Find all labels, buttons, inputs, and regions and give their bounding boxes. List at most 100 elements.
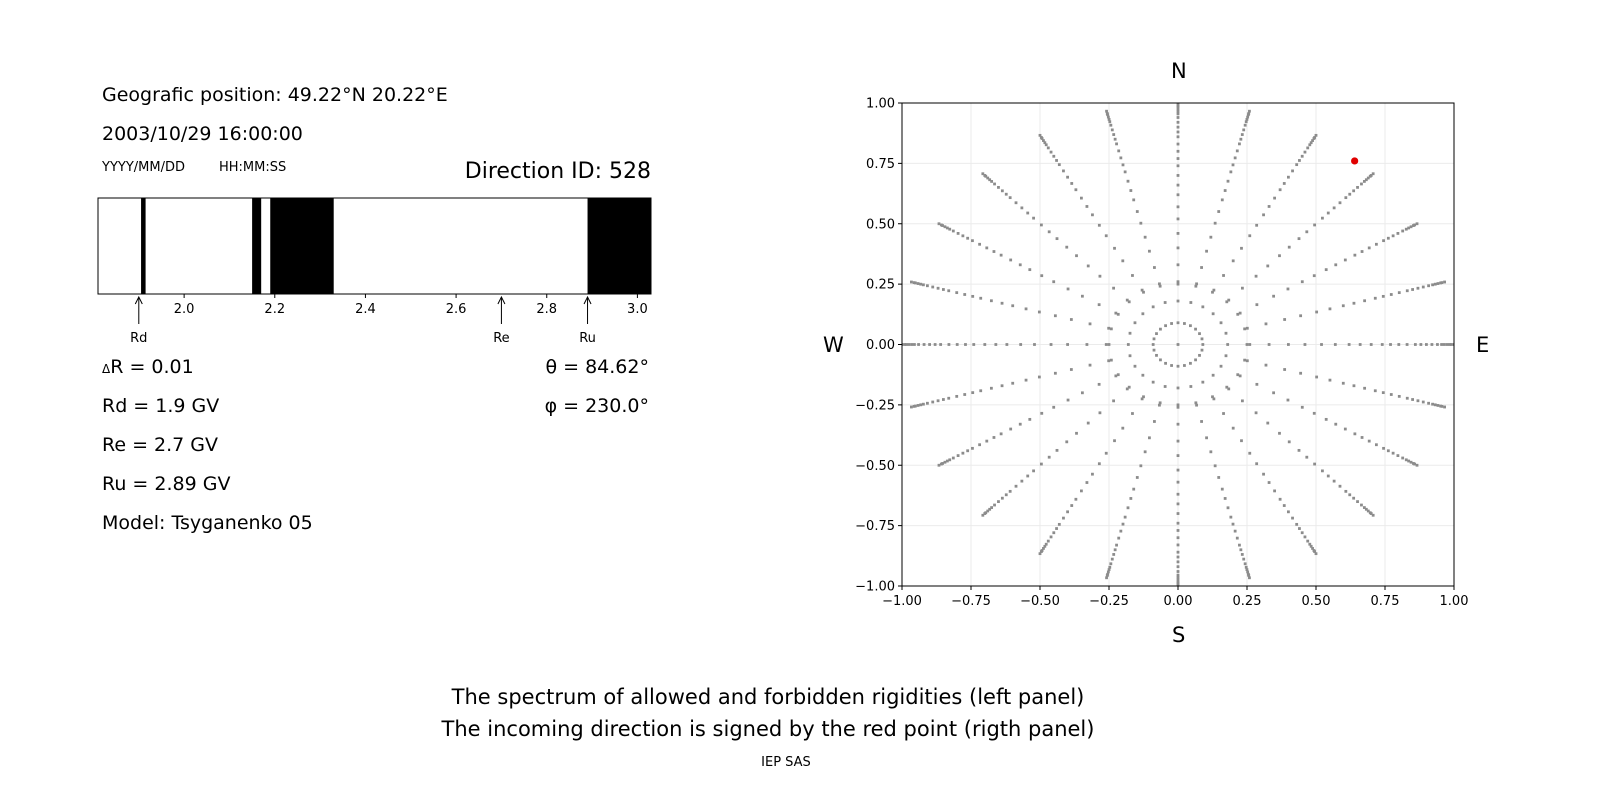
grid-point-az330-r25 bbox=[1038, 133, 1042, 137]
grid-point-az105-r12 bbox=[1381, 391, 1385, 395]
grid-point-az345-r4 bbox=[1148, 249, 1151, 253]
grid-point-az315-r18 bbox=[997, 185, 1000, 189]
grid-point-az345-r13 bbox=[1119, 156, 1123, 160]
grid-point-az90-r25 bbox=[1452, 343, 1454, 346]
x-tick-label-4: 0.00 bbox=[1164, 594, 1193, 609]
grid-point-az345-r14 bbox=[1117, 149, 1121, 153]
y-tick-label-5: 0.25 bbox=[866, 278, 895, 293]
grid-point-az180-r2 bbox=[1176, 405, 1180, 409]
grid-point-az225-r13 bbox=[1020, 479, 1024, 483]
grid-point-az300-r8 bbox=[1028, 268, 1032, 272]
grid-point-az330-r8 bbox=[1091, 213, 1094, 217]
grid-point-az60-r12 bbox=[1360, 250, 1364, 253]
inner-circle-point-19 bbox=[1109, 327, 1113, 331]
grid-point-az15-r11 bbox=[1229, 170, 1233, 174]
grid-point-az225-r16 bbox=[1004, 493, 1008, 497]
grid-point-az300-r5 bbox=[1066, 287, 1070, 291]
grid-point-az210-r19 bbox=[1046, 539, 1050, 543]
grid-point-az120-r11 bbox=[1353, 432, 1357, 436]
grid-point-az60-r1 bbox=[1219, 321, 1223, 325]
grid-point-az150-r13 bbox=[1287, 510, 1290, 514]
grid-point-az75-r3 bbox=[1264, 322, 1268, 326]
grid-point-az330-r0 bbox=[1164, 324, 1167, 328]
grid-point-az285-r11 bbox=[979, 296, 983, 300]
grid-point-az135-r21 bbox=[1364, 507, 1368, 511]
grid-point-az195-r4 bbox=[1148, 436, 1151, 440]
grid-point-az300-r10 bbox=[1009, 258, 1013, 262]
inner-circle-point-17 bbox=[1109, 358, 1113, 362]
grid-point-az240-r19 bbox=[951, 456, 955, 460]
grid-point-az345-r25 bbox=[1105, 109, 1108, 113]
x-tick-label-2: −0.50 bbox=[1020, 594, 1060, 609]
delta-r-value: ΔR = 0.01 bbox=[102, 356, 194, 378]
grid-point-az180-r14 bbox=[1176, 543, 1180, 547]
grid-point-az300-r4 bbox=[1080, 294, 1084, 298]
grid-point-az315-r1 bbox=[1141, 312, 1145, 316]
grid-point-az60-r9 bbox=[1334, 263, 1338, 267]
grid-point-az150-r0 bbox=[1189, 361, 1192, 365]
grid-point-az45-r19 bbox=[1360, 182, 1363, 186]
grid-point-az195-r15 bbox=[1115, 543, 1118, 547]
rigidity-spectrum-chart: 2.0 2.2 2.4 2.6 2.8 3.0 Rd Re Ru bbox=[97, 197, 652, 346]
grid-point-az120-r18 bbox=[1396, 454, 1400, 457]
grid-point-az30-r16 bbox=[1298, 159, 1301, 162]
grid-point-az150-r3 bbox=[1222, 412, 1225, 415]
grid-point-az315-r9 bbox=[1047, 230, 1051, 234]
delta-symbol: Δ bbox=[102, 362, 111, 376]
grid-point-az60-r11 bbox=[1353, 253, 1357, 257]
grid-point-az330-r10 bbox=[1080, 196, 1083, 200]
grid-point-az210-r16 bbox=[1055, 527, 1058, 530]
grid-point-az15-r5 bbox=[1209, 235, 1213, 239]
grid-point-az165-r1 bbox=[1189, 385, 1193, 388]
grid-point-az315-r17 bbox=[1000, 189, 1004, 193]
grid-point-az105-r1 bbox=[1224, 354, 1228, 358]
grid-point-az0-r15 bbox=[1176, 135, 1180, 139]
grid-point-az240-r8 bbox=[1028, 417, 1032, 421]
grid-point-az15-r12 bbox=[1231, 163, 1235, 167]
grid-point-az135-r0 bbox=[1194, 358, 1197, 362]
grid-point-az75-r16 bbox=[1411, 288, 1415, 291]
grid-point-az300-r16 bbox=[966, 236, 970, 240]
grid-point-az30-r3 bbox=[1222, 274, 1225, 277]
grid-point-az240-r1 bbox=[1133, 364, 1137, 368]
compass-north: N bbox=[1171, 59, 1187, 83]
grid-point-az90-r0 bbox=[1201, 343, 1205, 346]
grid-point-az165-r2 bbox=[1195, 403, 1198, 407]
direction-scatter-chart: −1.00 −0.75 −0.50 −0.25 0.00 0.25 0.50 0.75 1.00… bbox=[855, 97, 1468, 610]
grid-point-az195-r3 bbox=[1153, 420, 1156, 423]
grid-point-az165-r18 bbox=[1242, 557, 1246, 561]
grid-point-az135-r6 bbox=[1278, 431, 1281, 435]
grid-point-az345-r24 bbox=[1105, 112, 1109, 115]
grid-point-az135-r17 bbox=[1352, 496, 1356, 500]
inner-circle-point-2 bbox=[1211, 290, 1214, 294]
grid-point-az210-r25 bbox=[1038, 552, 1042, 556]
grid-point-az120-r17 bbox=[1391, 451, 1395, 455]
grid-point-az90-r7 bbox=[1333, 343, 1337, 346]
caption-line-1: The spectrum of allowed and forbidden ri… bbox=[451, 685, 1085, 709]
inner-circle-point-12 bbox=[1176, 403, 1180, 407]
grid-point-az270-r15 bbox=[939, 343, 943, 346]
grid-point-az90-r2 bbox=[1248, 343, 1252, 346]
inner-circle-point-0 bbox=[1176, 282, 1180, 286]
grid-point-az345-r5 bbox=[1143, 235, 1147, 239]
grid-point-az0-r24 bbox=[1176, 104, 1180, 107]
phi-value: φ = 230.0° bbox=[544, 395, 649, 417]
grid-point-az30-r14 bbox=[1291, 169, 1294, 173]
grid-point-az180-r0 bbox=[1176, 364, 1180, 368]
grid-point-az105-r4 bbox=[1283, 368, 1287, 371]
grid-point-az150-r2 bbox=[1212, 397, 1216, 401]
grid-point-az255-r14 bbox=[955, 394, 959, 398]
inner-circle-point-11 bbox=[1194, 401, 1198, 405]
grid-point-az150-r8 bbox=[1262, 472, 1265, 476]
grid-point-az225-r12 bbox=[1026, 474, 1030, 478]
grid-point-az150-r16 bbox=[1298, 527, 1301, 530]
grid-point-az255-r15 bbox=[947, 396, 951, 400]
grid-point-az60-r0 bbox=[1198, 332, 1201, 336]
grid-point-az150-r11 bbox=[1278, 497, 1282, 501]
grid-point-az120-r14 bbox=[1374, 443, 1378, 447]
grid-point-az0-r11 bbox=[1176, 164, 1180, 168]
grid-point-az180-r13 bbox=[1176, 536, 1180, 540]
grid-point-az120-r8 bbox=[1324, 417, 1328, 421]
grid-point-az165-r11 bbox=[1229, 515, 1233, 519]
grid-point-az300-r19 bbox=[951, 229, 955, 233]
